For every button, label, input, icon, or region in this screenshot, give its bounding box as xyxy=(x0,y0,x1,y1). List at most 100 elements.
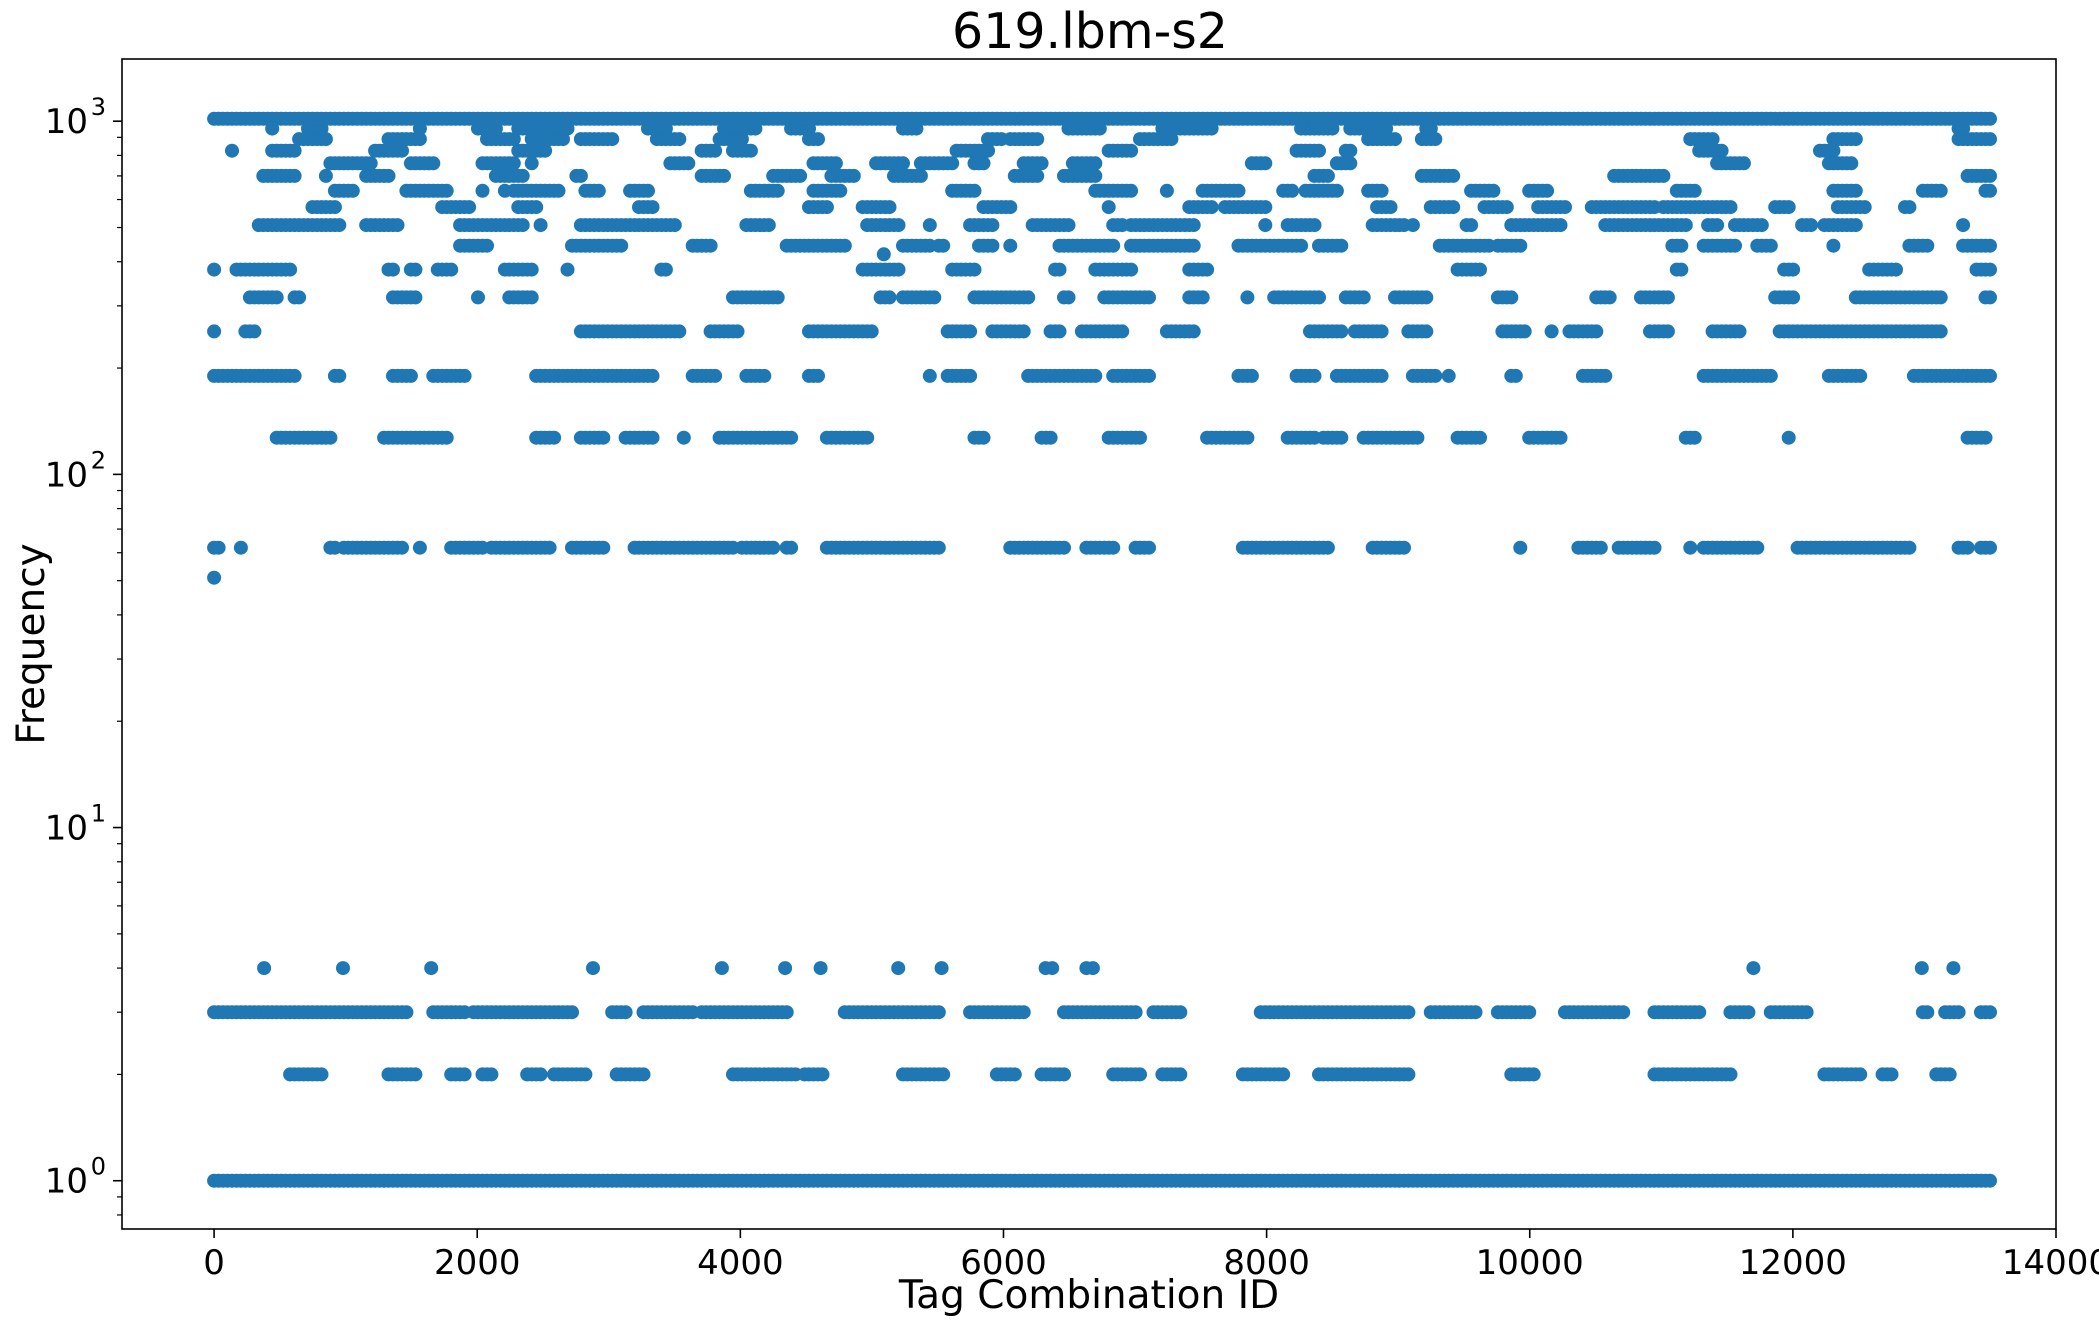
data-point xyxy=(1705,132,1720,147)
data-point xyxy=(1356,290,1371,305)
data-point xyxy=(1231,183,1246,198)
data-point xyxy=(1616,1005,1631,1020)
data-point xyxy=(1687,183,1702,198)
data-point xyxy=(1088,156,1103,171)
data-point xyxy=(1678,218,1693,233)
data-point xyxy=(1106,238,1121,253)
data-point xyxy=(1133,430,1147,445)
data-point xyxy=(672,324,687,339)
data-point xyxy=(1397,540,1411,555)
data-point xyxy=(1983,111,1997,126)
data-point xyxy=(573,168,588,183)
data-point xyxy=(896,156,910,171)
data-point xyxy=(565,1005,579,1020)
y-tick-exponent: 0 xyxy=(91,1153,106,1181)
data-point xyxy=(1983,262,1997,277)
data-point xyxy=(945,156,960,171)
data-point xyxy=(730,324,745,339)
data-point xyxy=(1383,200,1398,215)
data-point xyxy=(439,430,454,445)
data-point xyxy=(1804,218,1818,233)
data-point xyxy=(1728,238,1742,253)
data-point xyxy=(922,218,937,233)
data-point xyxy=(770,183,785,198)
x-tick-label: 4000 xyxy=(697,1243,784,1283)
data-point xyxy=(1647,540,1662,555)
data-point xyxy=(1133,1067,1147,1082)
data-point xyxy=(314,1067,329,1082)
data-point xyxy=(439,183,454,198)
data-point xyxy=(225,143,239,158)
data-point xyxy=(1410,430,1425,445)
data-point xyxy=(1960,540,1975,555)
data-point xyxy=(1173,1005,1188,1020)
data-point xyxy=(1441,368,1456,383)
data-point xyxy=(1428,368,1443,383)
data-point xyxy=(551,183,566,198)
data-point xyxy=(618,1005,633,1020)
data-point xyxy=(658,262,673,277)
data-point xyxy=(1124,143,1139,158)
data-point xyxy=(1021,290,1036,305)
data-point xyxy=(927,290,942,305)
data-point xyxy=(1660,324,1675,339)
data-point xyxy=(1101,200,1116,215)
data-point xyxy=(1933,183,1948,198)
data-point xyxy=(645,200,660,215)
data-point xyxy=(1983,290,1997,305)
data-point xyxy=(1710,218,1725,233)
data-point xyxy=(1320,540,1335,555)
data-point xyxy=(480,238,494,253)
data-point xyxy=(412,132,427,147)
x-tick-label: 12000 xyxy=(1739,1243,1847,1283)
data-point xyxy=(1468,1005,1483,1020)
data-point xyxy=(708,368,723,383)
data-point xyxy=(1848,183,1863,198)
data-point xyxy=(1374,324,1389,339)
data-point xyxy=(1736,156,1751,171)
data-point xyxy=(1786,290,1801,305)
data-point xyxy=(913,168,928,183)
data-point xyxy=(714,961,729,976)
data-point xyxy=(1343,156,1358,171)
data-point xyxy=(1674,262,1689,277)
data-point xyxy=(1016,1005,1031,1020)
data-point xyxy=(207,324,222,339)
data-point xyxy=(1687,430,1702,445)
data-point xyxy=(667,218,682,233)
data-point xyxy=(1052,262,1067,277)
data-point xyxy=(1902,540,1917,555)
data-point xyxy=(475,183,490,198)
data-point xyxy=(1486,183,1501,198)
data-point xyxy=(936,1067,951,1082)
data-point xyxy=(591,183,606,198)
data-point xyxy=(1781,200,1796,215)
data-point xyxy=(1983,238,1997,253)
data-point xyxy=(292,290,307,305)
data-point xyxy=(976,156,991,171)
data-point xyxy=(1142,540,1156,555)
data-point xyxy=(828,156,843,171)
data-point xyxy=(1159,183,1174,198)
data-point xyxy=(784,430,799,445)
data-point xyxy=(533,218,548,233)
data-point xyxy=(1016,324,1031,339)
data-point xyxy=(1781,430,1796,445)
data-point xyxy=(1593,540,1608,555)
data-point xyxy=(1513,238,1528,253)
data-point xyxy=(363,156,378,171)
data-point xyxy=(506,132,521,147)
data-point xyxy=(412,540,427,555)
data-point xyxy=(1124,262,1139,277)
data-point xyxy=(811,368,825,383)
data-point xyxy=(1276,1067,1291,1082)
data-point xyxy=(645,368,660,383)
data-point xyxy=(1983,368,1997,383)
data-point xyxy=(1544,324,1559,339)
data-point xyxy=(1504,290,1519,305)
data-point xyxy=(560,262,575,277)
data-point xyxy=(1656,168,1671,183)
data-point xyxy=(1902,200,1917,215)
data-point xyxy=(1513,540,1528,555)
